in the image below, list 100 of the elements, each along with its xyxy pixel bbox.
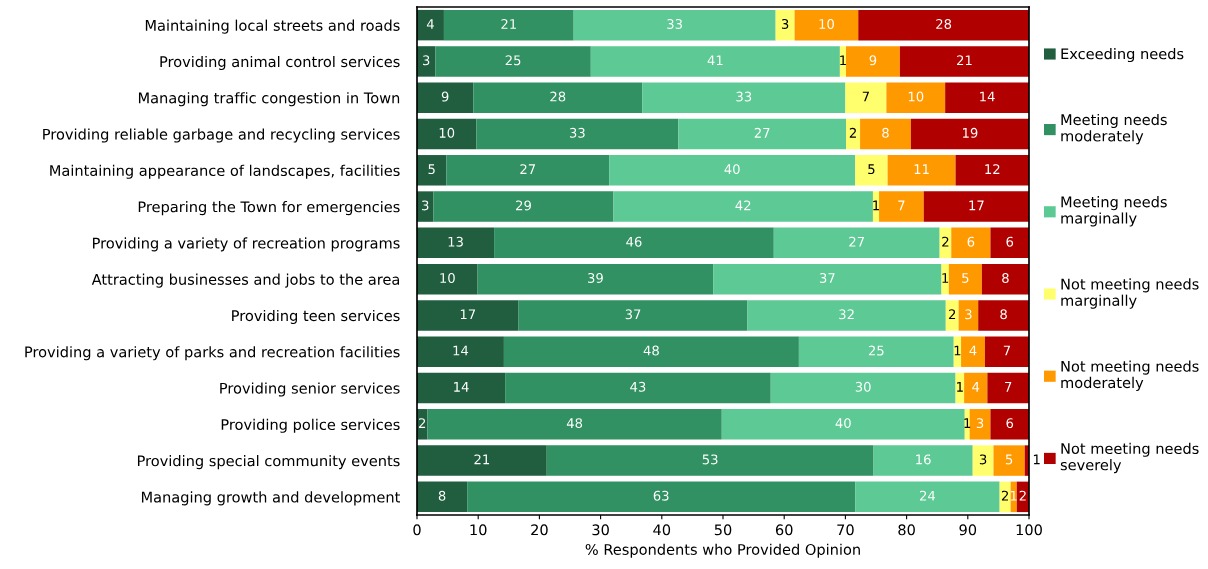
bar xyxy=(417,227,495,259)
bar xyxy=(969,409,991,440)
data-label: 25 xyxy=(505,55,521,66)
bar xyxy=(433,191,614,222)
bar xyxy=(899,46,1029,77)
data-label: 28 xyxy=(936,18,952,29)
data-label: 14 xyxy=(454,382,469,392)
bar xyxy=(417,46,436,77)
data-label: 6 xyxy=(967,236,975,247)
bar xyxy=(546,445,874,476)
data-label: 21 xyxy=(957,55,972,66)
bar xyxy=(855,481,1000,513)
bar xyxy=(798,336,954,367)
bar xyxy=(972,445,994,476)
data-label: 3 xyxy=(781,18,789,29)
data-label: 37 xyxy=(819,272,835,283)
x-tick-label: 30 xyxy=(592,524,609,536)
y-tick-label: Managing traffic congestion in Town xyxy=(138,92,400,107)
data-label: 1 xyxy=(873,200,879,211)
data-label: 16 xyxy=(916,454,931,465)
bar xyxy=(435,46,591,77)
data-label: 1 xyxy=(942,273,949,283)
x-tick-label: 80 xyxy=(898,524,915,536)
bar xyxy=(642,82,846,113)
bar xyxy=(417,336,504,367)
legend-label: Not meeting needs moderately xyxy=(1061,360,1199,391)
bar xyxy=(477,263,714,295)
data-label: 3 xyxy=(422,55,430,66)
y-tick-label: Preparing the Town for emergencies xyxy=(138,201,400,216)
data-label: 4 xyxy=(972,382,980,392)
bar xyxy=(518,300,748,331)
x-tick-label: 50 xyxy=(714,524,732,536)
bar xyxy=(923,191,1029,222)
data-label: 63 xyxy=(653,490,669,501)
bar xyxy=(417,481,468,513)
data-label: 8 xyxy=(1000,309,1007,320)
bar xyxy=(609,155,856,186)
x-tick-label: 70 xyxy=(837,524,854,536)
data-label: 4 xyxy=(426,19,434,29)
data-label: 5 xyxy=(868,164,875,175)
bar xyxy=(721,409,965,440)
bar xyxy=(443,9,574,41)
y-tick-label: Providing police services xyxy=(221,418,400,433)
data-label: 40 xyxy=(724,164,740,175)
y-tick-label: Providing reliable garbage and recycling services xyxy=(43,128,400,143)
bar xyxy=(987,372,1029,404)
x-tick-label: 20 xyxy=(531,524,548,536)
bar xyxy=(945,82,1029,113)
bar xyxy=(417,155,447,186)
y-tick-label: Attracting businesses and jobs to the area xyxy=(91,273,400,288)
data-label: 13 xyxy=(448,236,463,247)
bar xyxy=(775,9,795,41)
x-tick-label: 100 xyxy=(1016,524,1042,536)
data-label: 21 xyxy=(501,18,516,29)
data-label: 8 xyxy=(882,127,889,138)
data-label: 41 xyxy=(707,55,723,66)
data-label: 48 xyxy=(566,418,583,429)
x-tick-label: 60 xyxy=(775,524,793,536)
bar xyxy=(858,9,1029,41)
data-label: 9 xyxy=(441,91,449,102)
bar xyxy=(417,9,444,41)
data-label: 10 xyxy=(440,272,455,283)
bar xyxy=(879,191,924,222)
data-label: 3 xyxy=(976,418,984,429)
bar xyxy=(951,227,991,259)
bar xyxy=(494,227,774,259)
bar xyxy=(417,118,477,150)
data-label: 27 xyxy=(754,127,770,138)
data-label: 2 xyxy=(418,418,426,428)
data-label: 53 xyxy=(702,454,718,465)
bar xyxy=(964,372,988,404)
data-label: 11 xyxy=(914,164,929,174)
legend-label: Meeting needs moderately xyxy=(1061,113,1167,145)
data-label: 14 xyxy=(980,91,995,102)
bar xyxy=(417,372,506,404)
data-label: 7 xyxy=(1003,345,1011,356)
data-label: 2 xyxy=(849,127,856,138)
data-label: 5 xyxy=(1005,454,1013,465)
bar xyxy=(990,409,1029,440)
data-label: 1 xyxy=(957,382,963,392)
data-label: 1 xyxy=(964,418,971,428)
data-label: 1 xyxy=(1033,454,1040,465)
bar xyxy=(846,46,900,77)
y-tick-label: Providing a variety of recreation programs xyxy=(93,237,400,252)
data-label: 1 xyxy=(954,345,961,356)
bar xyxy=(467,481,856,513)
data-label: 29 xyxy=(516,200,531,211)
data-label: 17 xyxy=(460,309,476,320)
data-label: 21 xyxy=(474,454,490,465)
data-label: 9 xyxy=(869,55,877,66)
data-label: 33 xyxy=(569,127,585,138)
y-tick-label: Providing special community events xyxy=(137,455,400,470)
data-label: 46 xyxy=(626,236,642,247)
data-label: 33 xyxy=(667,18,682,29)
bar xyxy=(860,118,911,150)
data-label: 8 xyxy=(438,490,446,501)
data-label: 4 xyxy=(969,345,977,356)
data-label: 39 xyxy=(588,272,603,283)
bar xyxy=(678,118,847,150)
bar xyxy=(990,227,1029,259)
